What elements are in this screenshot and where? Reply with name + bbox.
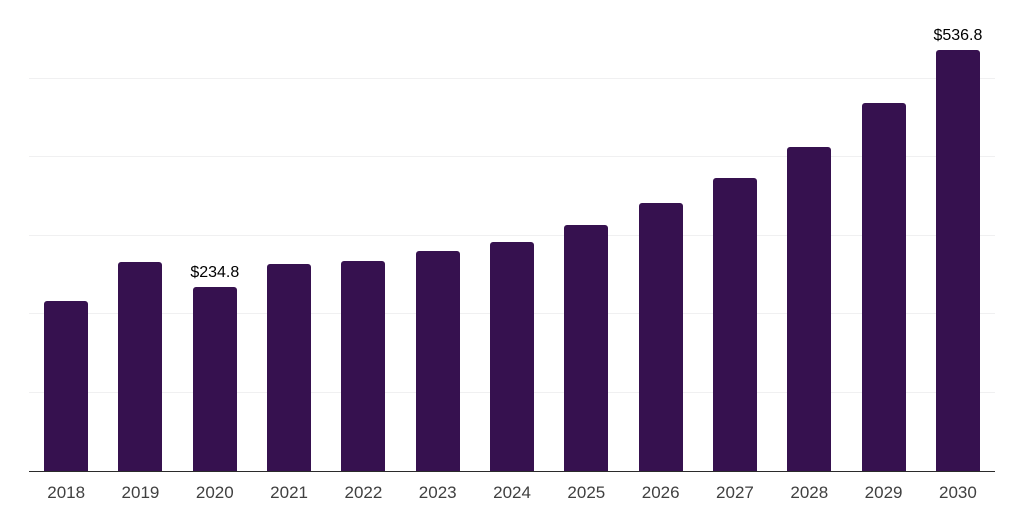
bar-slot-2027 bbox=[698, 0, 772, 471]
bar-2024 bbox=[490, 241, 535, 471]
bar-2020 bbox=[192, 286, 237, 471]
x-tick-label-2021: 2021 bbox=[270, 483, 308, 502]
x-tick-label-2018: 2018 bbox=[47, 483, 86, 502]
bar-2030 bbox=[935, 49, 980, 471]
bar-slot-2025 bbox=[549, 0, 623, 471]
bar-2021 bbox=[267, 263, 312, 471]
x-axis-line bbox=[29, 470, 995, 472]
bar-2019 bbox=[118, 262, 163, 471]
bar-2022 bbox=[341, 260, 386, 471]
bar-slot-2029 bbox=[846, 0, 920, 471]
x-tick-label-2019: 2019 bbox=[121, 483, 160, 502]
bar-slot-2030: $536.8 bbox=[921, 0, 995, 471]
gridline-300 bbox=[29, 234, 995, 236]
bars-container: $234.8 $536.8 bbox=[29, 0, 995, 471]
gridline-400 bbox=[29, 156, 995, 157]
x-tick-label-2022: 2022 bbox=[344, 483, 383, 502]
plot-area: $234.8 $536.8 bbox=[29, 0, 995, 472]
x-tick-label-2026: 2026 bbox=[641, 483, 680, 502]
bar-slot-2018 bbox=[29, 0, 103, 471]
x-tick-label-2030: 2030 bbox=[938, 483, 977, 502]
bar-slot-2020: $234.8 bbox=[178, 0, 252, 471]
bar-slot-2022 bbox=[326, 0, 400, 471]
bar-2029 bbox=[861, 102, 906, 471]
x-tick-label-2020: 2020 bbox=[195, 483, 234, 502]
x-tick-label-2027: 2027 bbox=[716, 483, 754, 502]
bar-2023 bbox=[415, 251, 460, 471]
x-tick-label-2028: 2028 bbox=[790, 483, 829, 502]
x-tick-label-2025: 2025 bbox=[567, 483, 606, 502]
bar-slot-2019 bbox=[103, 0, 177, 471]
bar-value-label-2020: $234.8 bbox=[190, 264, 240, 282]
x-axis-labels: 2018 2019 2020 2021 2022 2023 2024 2025 2026 2027… bbox=[29, 471, 995, 512]
bar-2025 bbox=[564, 224, 609, 471]
bar-slot-2023 bbox=[401, 0, 475, 471]
bar-slot-2026 bbox=[624, 0, 698, 471]
x-tick-label-2029: 2029 bbox=[864, 483, 903, 502]
bar-2018 bbox=[44, 301, 89, 471]
x-tick-label-2023: 2023 bbox=[418, 483, 457, 502]
gridline-500 bbox=[29, 77, 995, 79]
bar-slot-2021 bbox=[252, 0, 326, 471]
x-tick-label-2024: 2024 bbox=[493, 483, 531, 502]
bar-slot-2028 bbox=[772, 0, 846, 471]
bar-2027 bbox=[712, 178, 757, 471]
bar-2026 bbox=[638, 202, 683, 471]
bar-value-label-2030: $536.8 bbox=[933, 27, 983, 45]
bar-slot-2024 bbox=[475, 0, 549, 471]
bar-2028 bbox=[787, 146, 832, 471]
